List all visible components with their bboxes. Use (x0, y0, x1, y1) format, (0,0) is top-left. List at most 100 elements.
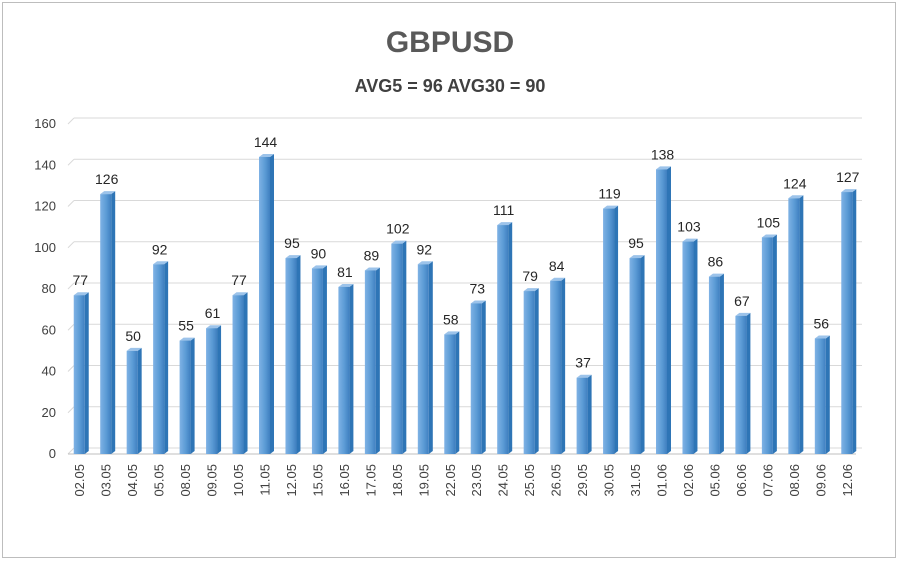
bar-side (772, 234, 777, 454)
bar-top (470, 300, 486, 304)
bar-top (788, 195, 804, 199)
bar (841, 192, 853, 454)
bar (126, 350, 138, 454)
x-tick-label: 03.05 (99, 464, 114, 497)
bar-top (735, 312, 751, 316)
bar (603, 208, 615, 454)
x-tick-label: 30.05 (602, 464, 617, 497)
x-tick-label: 22.05 (443, 464, 458, 497)
bar (788, 198, 800, 454)
data-label: 61 (205, 305, 221, 321)
data-label: 127 (836, 169, 860, 185)
data-label: 119 (598, 186, 621, 202)
bar-side (561, 277, 566, 454)
data-label: 73 (469, 280, 485, 296)
bar-side (111, 191, 116, 454)
gridline-depth (67, 365, 75, 372)
x-tick-label: 08.05 (178, 464, 193, 497)
data-label: 103 (677, 219, 701, 235)
data-label: 90 (311, 245, 327, 261)
bar-top (656, 166, 671, 170)
chart-title: GBPUSD (385, 26, 515, 59)
x-tick-label: 05.05 (152, 464, 167, 497)
bar-top (100, 191, 116, 195)
x-tick-label: 09.06 (813, 464, 828, 497)
bar (550, 280, 562, 454)
x-tick-label: 31.05 (628, 464, 643, 497)
x-tick-label: 23.05 (469, 464, 484, 497)
bar-top (708, 273, 724, 277)
x-tick-label: 11.05 (258, 464, 273, 496)
data-label: 77 (231, 272, 247, 288)
data-label: 67 (734, 293, 750, 309)
bar-side (164, 261, 169, 454)
bar-side (614, 205, 619, 454)
bar-top (417, 261, 433, 265)
y-tick-label: 40 (42, 364, 56, 379)
data-label: 84 (549, 258, 565, 274)
bar (179, 340, 191, 454)
data-label: 50 (125, 328, 141, 344)
gridline-depth (67, 158, 75, 166)
bar-top (497, 222, 513, 226)
bar-side (825, 335, 830, 454)
bar-top (576, 374, 592, 378)
data-label: 37 (575, 355, 591, 371)
bar-side (402, 240, 407, 454)
data-label: 126 (95, 171, 119, 187)
x-tick-label: 29.05 (575, 464, 590, 497)
bar-side (481, 300, 486, 454)
data-label: 79 (522, 268, 538, 284)
y-tick-label: 160 (34, 116, 56, 131)
gridline-depth (67, 241, 75, 249)
bar-top (126, 347, 142, 351)
bar (814, 338, 826, 454)
bar (100, 194, 112, 454)
gridline-depth (67, 117, 75, 125)
data-label: 92 (417, 241, 433, 257)
bar-top (259, 154, 274, 157)
x-tick-label: 01.06 (655, 464, 670, 497)
bar (417, 264, 429, 454)
x-tick-label: 08.06 (787, 464, 802, 497)
bar (232, 295, 244, 454)
x-tick-label: 10.05 (231, 464, 246, 497)
data-label: 81 (337, 264, 353, 280)
bar (576, 377, 588, 454)
bar (523, 291, 535, 454)
bar-side (534, 288, 539, 454)
bar-side (799, 195, 804, 454)
data-label: 144 (254, 134, 278, 150)
x-tick-label: 05.06 (707, 464, 722, 497)
bar-top (311, 265, 327, 269)
bar-top (391, 240, 407, 244)
x-tick-label: 17.05 (363, 464, 378, 497)
bar-side (322, 265, 327, 454)
bar-side (270, 154, 274, 454)
x-tick-label: 16.05 (337, 464, 352, 497)
x-tick-label: 18.05 (390, 464, 405, 497)
y-tick-label: 20 (42, 405, 56, 420)
data-label: 138 (651, 146, 675, 162)
bar-top (523, 288, 539, 292)
x-tick-label: 09.05 (205, 464, 220, 497)
bar-side (428, 261, 433, 454)
gridline-depth (67, 406, 75, 414)
bar (73, 295, 85, 454)
x-tick-label: 25.05 (522, 464, 537, 497)
bar-top (338, 283, 354, 287)
data-label: 124 (783, 175, 807, 191)
data-label: 92 (152, 241, 168, 257)
data-label: 95 (628, 235, 644, 251)
bar-side (296, 255, 301, 454)
bar-side (190, 337, 195, 454)
x-tick-label: 19.05 (416, 464, 431, 497)
bar (391, 243, 403, 454)
chart-subtitle: AVG5 = 96 AVG30 = 90 (354, 76, 546, 96)
x-tick-label: 04.05 (125, 464, 140, 497)
bar-side (693, 238, 698, 454)
bar-side (349, 283, 354, 454)
bar (656, 169, 667, 454)
